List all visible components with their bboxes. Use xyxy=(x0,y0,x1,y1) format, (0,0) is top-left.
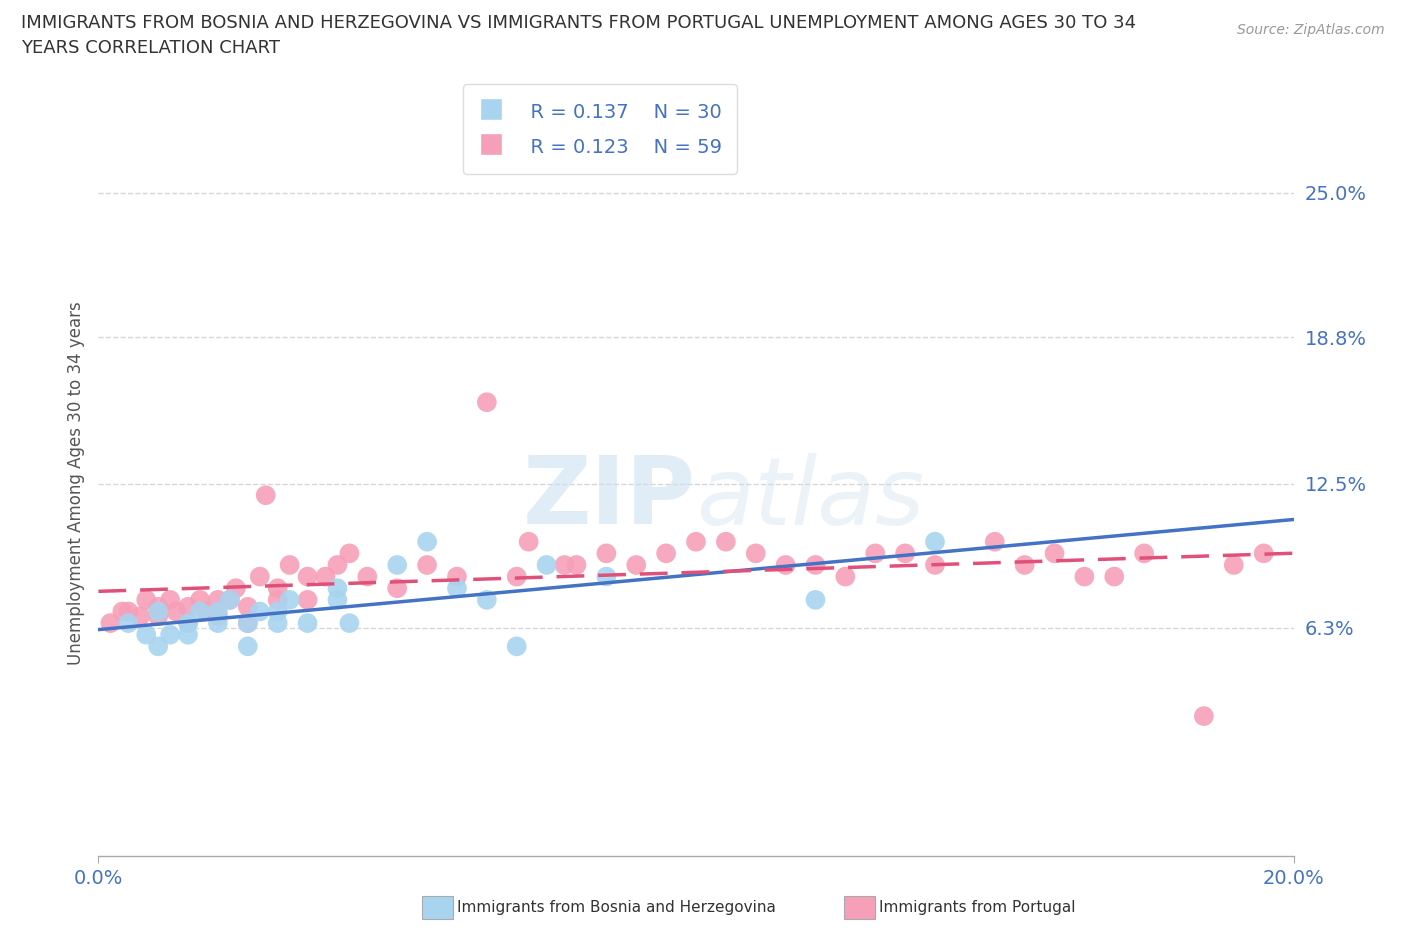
Point xyxy=(339,546,361,561)
Point xyxy=(188,604,211,619)
Point xyxy=(339,616,361,631)
Point xyxy=(1104,569,1126,584)
Point xyxy=(207,604,229,619)
Text: Immigrants from Bosnia and Herzegovina: Immigrants from Bosnia and Herzegovina xyxy=(457,900,776,915)
Point xyxy=(416,534,439,549)
Point xyxy=(626,557,648,572)
Point xyxy=(297,569,319,584)
Point xyxy=(177,616,200,631)
Text: IMMIGRANTS FROM BOSNIA AND HERZEGOVINA VS IMMIGRANTS FROM PORTUGAL UNEMPLOYMENT : IMMIGRANTS FROM BOSNIA AND HERZEGOVINA V… xyxy=(21,14,1136,57)
Point xyxy=(219,592,242,607)
Text: ZIP: ZIP xyxy=(523,453,696,544)
Point xyxy=(1043,546,1066,561)
Point xyxy=(865,546,887,561)
Point xyxy=(894,546,917,561)
Point xyxy=(565,557,588,572)
Point xyxy=(984,534,1007,549)
Point xyxy=(135,592,157,607)
Point xyxy=(225,580,247,595)
Point xyxy=(297,592,319,607)
Point xyxy=(177,616,200,631)
Point xyxy=(207,608,229,623)
Point xyxy=(804,557,827,572)
Point xyxy=(745,546,768,561)
Point xyxy=(1192,709,1215,724)
Point xyxy=(326,557,349,572)
Point xyxy=(297,616,319,631)
Point xyxy=(188,592,211,607)
Point xyxy=(834,569,856,584)
Point xyxy=(236,616,259,631)
Point xyxy=(219,592,242,607)
Point xyxy=(207,592,229,607)
Point xyxy=(249,604,271,619)
Text: Immigrants from Portugal: Immigrants from Portugal xyxy=(879,900,1076,915)
Point xyxy=(924,557,946,572)
Point xyxy=(655,546,678,561)
Point xyxy=(446,580,468,595)
Point xyxy=(267,616,290,631)
Point xyxy=(595,546,617,561)
Point xyxy=(159,592,181,607)
Point xyxy=(326,592,349,607)
Point xyxy=(804,592,827,607)
Point xyxy=(1133,546,1156,561)
Point xyxy=(195,604,218,619)
Point xyxy=(129,608,152,623)
Point xyxy=(254,487,277,502)
Point xyxy=(714,534,737,549)
Point xyxy=(506,639,529,654)
Text: Source: ZipAtlas.com: Source: ZipAtlas.com xyxy=(1237,23,1385,37)
Point xyxy=(278,592,301,607)
Point xyxy=(98,616,122,631)
Point xyxy=(249,569,271,584)
Point xyxy=(536,557,558,572)
Point xyxy=(517,534,540,549)
Point xyxy=(236,616,259,631)
Point xyxy=(207,616,229,631)
Point xyxy=(148,639,170,654)
Point xyxy=(159,627,181,642)
Point xyxy=(165,604,187,619)
Point xyxy=(278,557,301,572)
Y-axis label: Unemployment Among Ages 30 to 34 years: Unemployment Among Ages 30 to 34 years xyxy=(66,301,84,666)
Point xyxy=(236,600,259,615)
Point xyxy=(685,534,707,549)
Point xyxy=(326,580,349,595)
Point xyxy=(117,616,139,631)
Point xyxy=(416,557,439,572)
Point xyxy=(1073,569,1095,584)
Point xyxy=(385,557,409,572)
Point xyxy=(148,604,170,619)
Point xyxy=(1014,557,1036,572)
Point xyxy=(475,394,498,409)
Point xyxy=(177,627,200,642)
Point xyxy=(117,604,139,619)
Point xyxy=(315,569,337,584)
Point xyxy=(267,592,290,607)
Point xyxy=(135,627,157,642)
Point xyxy=(267,580,290,595)
Point xyxy=(775,557,797,572)
Point xyxy=(595,569,617,584)
Point xyxy=(236,639,259,654)
Point xyxy=(148,600,170,615)
Point xyxy=(1223,557,1246,572)
Point xyxy=(1253,546,1275,561)
Text: atlas: atlas xyxy=(696,453,924,544)
Legend:   R = 0.137    N = 30,   R = 0.123    N = 59: R = 0.137 N = 30, R = 0.123 N = 59 xyxy=(464,84,737,174)
Point xyxy=(506,569,529,584)
Point xyxy=(554,557,576,572)
Point xyxy=(356,569,378,584)
Point xyxy=(111,604,134,619)
Point xyxy=(475,592,498,607)
Point xyxy=(924,534,946,549)
Point xyxy=(446,569,468,584)
Point xyxy=(385,580,409,595)
Point xyxy=(267,604,290,619)
Point xyxy=(177,600,200,615)
Point xyxy=(148,608,170,623)
